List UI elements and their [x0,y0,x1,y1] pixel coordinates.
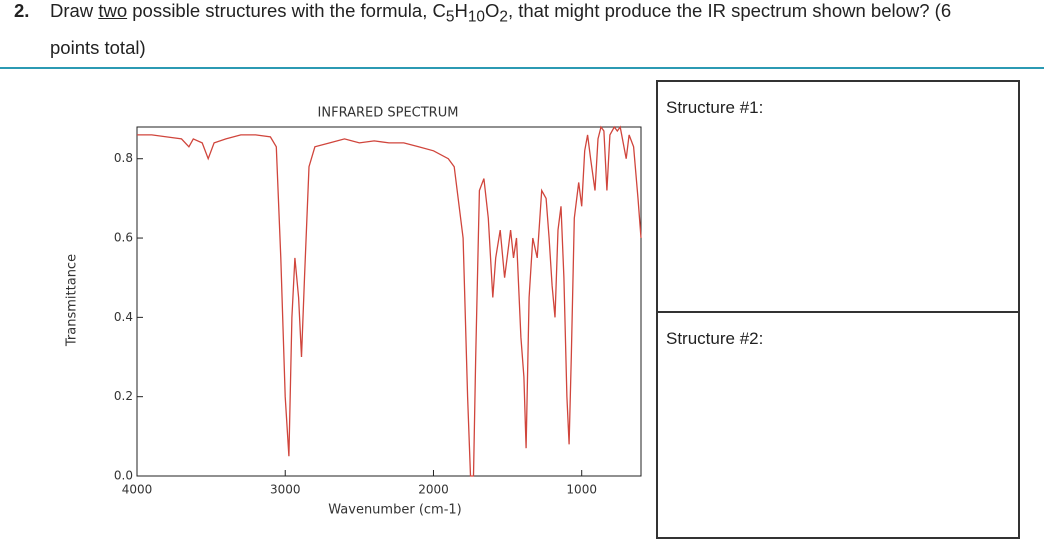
y-tick-label: 0.2 [114,389,133,403]
subscript: 2 [499,8,508,26]
x-axis-label: Wavenumber (cm-1) [328,503,461,518]
text: possible structures with the formula, [127,0,433,21]
text: Draw [50,0,99,21]
y-tick-label: 0.6 [114,231,133,245]
emphasis: two [98,0,128,21]
x-tick-label: 1000 [566,483,597,497]
element: H [454,0,468,21]
element: C [432,0,446,21]
question-number: 2. [14,0,30,21]
box-label: Structure #2: [666,329,764,348]
divider [0,67,1044,69]
y-tick-label: 0.8 [114,151,133,165]
subscript: 5 [445,8,455,26]
chart-title: INFRARED SPECTRUM [318,106,459,121]
x-tick-label: 3000 [270,483,301,497]
formula: C5H10O2 [432,0,508,26]
box-label: Structure #1: [666,98,764,117]
text: , that might produce the IR spectrum sho… [50,0,952,58]
subscript: 10 [467,8,485,26]
question-text: Draw two possible structures with the fo… [50,0,1004,63]
element: O [484,0,500,21]
y-tick-label: 0.4 [114,310,133,324]
answer-box: Structure #1: [656,80,1020,313]
x-tick-label: 2000 [418,483,449,497]
answer-box: Structure #2: [656,311,1020,539]
x-tick-label: 4000 [122,483,153,497]
question: 2. Draw two possible structures with the… [14,0,1004,63]
spectrum-line [137,125,642,477]
y-tick-label: 0.0 [114,469,133,483]
y-axis-label: Transmittance [65,254,80,347]
chart: INFRARED SPECTRUM Wavenumber (cm-1) Tran… [65,106,642,518]
plot-frame [136,126,642,477]
